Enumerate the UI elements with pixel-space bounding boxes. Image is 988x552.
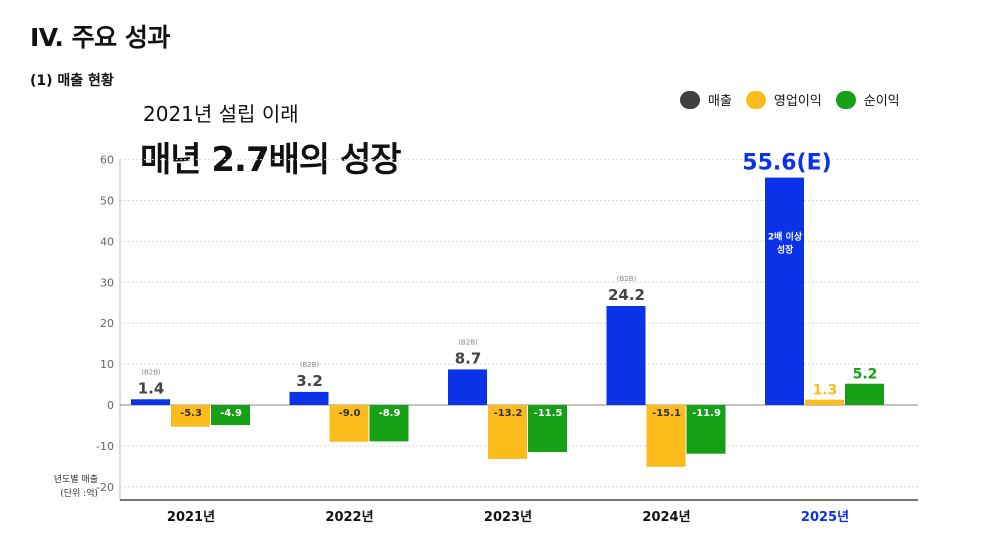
- y-tick-label: 20: [100, 317, 114, 330]
- b2b-tag: (B2B): [617, 275, 637, 283]
- y-tick-label: 60: [100, 154, 114, 167]
- bar-operating-profit: [488, 405, 527, 459]
- y-tick-label: 0: [107, 399, 114, 412]
- data-label: -11.5: [534, 408, 563, 419]
- legend-label-net-profit: 순이익: [863, 94, 900, 109]
- legend-label-sales: 매출: [708, 94, 732, 109]
- y-tick-label: 10: [100, 358, 114, 371]
- b2b-tag: (B2B): [458, 338, 478, 346]
- bar-sales: [131, 399, 170, 405]
- data-label: 8.7: [455, 349, 482, 367]
- bar-net-profit: [686, 405, 726, 454]
- bar-sales: [765, 177, 804, 405]
- bar-sales: [448, 369, 487, 405]
- x-tick-label: 2021년: [167, 510, 215, 525]
- b2b-tag: (B2B): [141, 368, 161, 376]
- page-title: IV. 주요 성과: [30, 23, 170, 52]
- x-tick-label: 2023년: [484, 510, 532, 525]
- bar-operating-profit: [805, 399, 844, 405]
- bar-net-profit: [528, 405, 567, 453]
- data-label: -13.2: [494, 408, 523, 419]
- data-label: -8.9: [379, 408, 401, 419]
- bar-sales: [606, 306, 646, 405]
- bar-net-profit: [845, 383, 884, 405]
- y-tick-label: -20: [96, 481, 114, 494]
- legend-item-operating-profit: 영업이익: [745, 90, 822, 109]
- data-label: 1.4: [138, 379, 165, 397]
- data-label: 3.2: [296, 372, 323, 390]
- data-label: 5.2: [853, 367, 878, 383]
- x-tick-label: 2024년: [642, 510, 690, 525]
- bar-annotation: 2배 이상: [768, 231, 803, 243]
- x-tick-label: 2025년: [801, 510, 849, 525]
- x-tick-label: 2022년: [325, 510, 373, 525]
- legend-swatch-sales: [680, 90, 700, 109]
- data-label: 1.3: [813, 383, 838, 399]
- sub-headline: 2021년 설립 이래: [143, 102, 299, 126]
- data-label: -5.3: [180, 408, 202, 419]
- y-tick-label: 50: [100, 195, 114, 208]
- bar-operating-profit: [329, 405, 369, 442]
- unit-note-line2: (단위 :억): [60, 489, 98, 499]
- bar-annotation: 성장: [777, 244, 794, 256]
- y-tick-label: 40: [100, 235, 114, 248]
- data-label: 55.6(E): [742, 151, 831, 176]
- legend-swatch-operating-profit: [745, 90, 766, 109]
- data-label: -9.0: [339, 408, 361, 419]
- bar-net-profit: [211, 405, 250, 426]
- legend-label-operating-profit: 영업이익: [773, 94, 822, 109]
- y-tick-label: 30: [100, 276, 114, 289]
- legend-swatch-net-profit: [835, 90, 856, 109]
- unit-note: 년도별 매출 (단위 :억): [40, 473, 98, 501]
- section-title: (1) 매출 현황: [30, 73, 114, 89]
- bar-net-profit: [369, 405, 409, 442]
- bar-sales: [289, 391, 329, 405]
- legend-item-sales: 매출: [680, 90, 732, 109]
- legend-item-net-profit: 순이익: [835, 90, 900, 109]
- bar-operating-profit: [646, 405, 686, 467]
- b2b-tag: (B2B): [300, 361, 320, 369]
- data-label: -11.9: [692, 408, 721, 419]
- data-label: -15.1: [652, 408, 681, 419]
- data-label: -4.9: [220, 408, 242, 419]
- unit-note-line1: 년도별 매출: [53, 475, 98, 485]
- data-label: 24.2: [608, 286, 645, 304]
- chart-legend: 매출 영업이익 순이익: [680, 90, 900, 109]
- bar-operating-profit: [171, 405, 210, 427]
- y-tick-label: -10: [96, 440, 114, 453]
